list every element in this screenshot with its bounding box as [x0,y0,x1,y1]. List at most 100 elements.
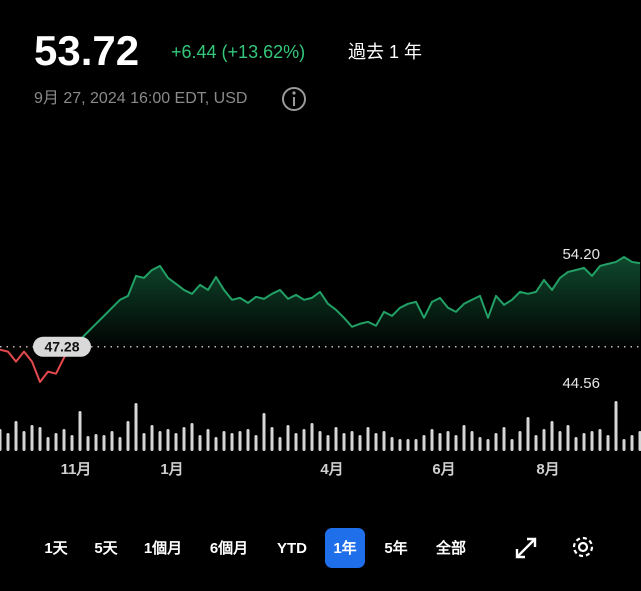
volume-bar [46,437,50,451]
volume-bar [398,439,402,451]
range-selected[interactable] [325,528,365,568]
range-button[interactable]: 1個月 [144,539,182,557]
price-line-down [0,345,73,383]
volume-bar [638,431,641,451]
volume-bar [0,429,2,451]
volume-bar [510,439,514,451]
volume-bar [166,429,170,451]
volume-bar [630,435,634,451]
range-button[interactable]: 5天 [94,540,118,557]
volume-bar [518,431,522,451]
volume-bar [126,421,130,451]
volume-bar [350,431,354,451]
volume-bar [294,433,298,451]
volume-bar [614,401,618,451]
volume-bar [86,436,90,451]
volume-bar [246,429,250,451]
volume-bar [278,437,282,451]
volume-bar [54,433,58,451]
volume-bar [438,433,442,451]
volume-bar [446,431,450,451]
period: 過去 1 年 [348,42,422,62]
volume-bar [102,435,106,451]
volume-bar [22,431,26,451]
volume-bar [582,433,586,451]
range-button[interactable]: 1年 [333,539,356,557]
x-tick-label: 6月 [432,461,455,478]
volume-bar [486,439,490,451]
volume-bar [478,437,482,451]
volume-bar [310,423,314,451]
volume-bar [254,435,258,451]
volume-bar [318,431,322,451]
volume-bar [470,431,474,451]
volume-bar [62,429,66,451]
volume-bar [422,435,426,451]
volume-bar [142,433,146,451]
high-label: 54.20 [562,246,600,263]
volume-bar [502,427,506,451]
x-tick-label: 8月 [536,461,559,478]
volume-bar [230,433,234,451]
price-line-up [71,256,641,347]
volume-bar [542,429,546,451]
volume-bar [118,437,122,451]
range-button[interactable]: 全部 [435,539,466,557]
volume-bar [6,433,10,451]
volume-bar [462,425,466,451]
volume-bar [182,427,186,451]
volume-bar [134,403,138,451]
volume-bar [534,435,538,451]
volume-bar [574,437,578,451]
volume-bar [590,431,594,451]
volume-bar [566,425,570,451]
price: 53.72 [34,27,139,74]
volume-bar [382,431,386,451]
volume-bar [38,427,42,451]
volume-bar [270,427,274,451]
volume-bar [286,425,290,451]
volume-bar [326,435,330,451]
previous-close-pill [33,336,91,357]
volume-bar [414,439,418,451]
volume-bar [198,435,202,451]
volume-bar [390,437,394,451]
volume-bar [494,433,498,451]
volume-bar [406,439,410,451]
change: +6.44 (+13.62%) [171,42,305,62]
volume-bar [334,427,338,451]
volume-bar [550,421,554,451]
previous-close-label: 47.28 [44,338,79,354]
info-icon[interactable] [282,87,306,111]
settings-icon[interactable] [572,536,594,558]
volume-bar [606,435,610,451]
volume-bar [150,425,154,451]
volume-bar [222,431,226,451]
volume-bar [622,439,626,451]
volume-bar [262,413,266,451]
range-button[interactable]: 5年 [384,539,407,557]
x-tick-label: 11月 [61,461,92,478]
area [72,257,640,347]
volume-bar [14,421,18,451]
volume-bar [94,434,98,451]
expand-icon[interactable] [515,537,537,559]
volume-bar [366,427,370,451]
x-tick-label: 4月 [320,461,343,478]
volume-bar [214,437,218,451]
x-tick-label: 1月 [160,461,183,478]
range-button[interactable]: 1天 [44,540,68,557]
volume-bar [30,425,34,451]
volume-bar [174,433,178,451]
volume-bar [598,429,602,451]
volume-bar [302,429,306,451]
volume-bar [342,433,346,451]
range-button[interactable]: YTD [277,540,307,557]
volume-bar [374,433,378,451]
volume-bar [190,423,194,451]
volume-bar [526,417,530,451]
volume-bar [430,429,434,451]
volume-bar [558,431,562,451]
range-button[interactable]: 6個月 [210,539,248,557]
